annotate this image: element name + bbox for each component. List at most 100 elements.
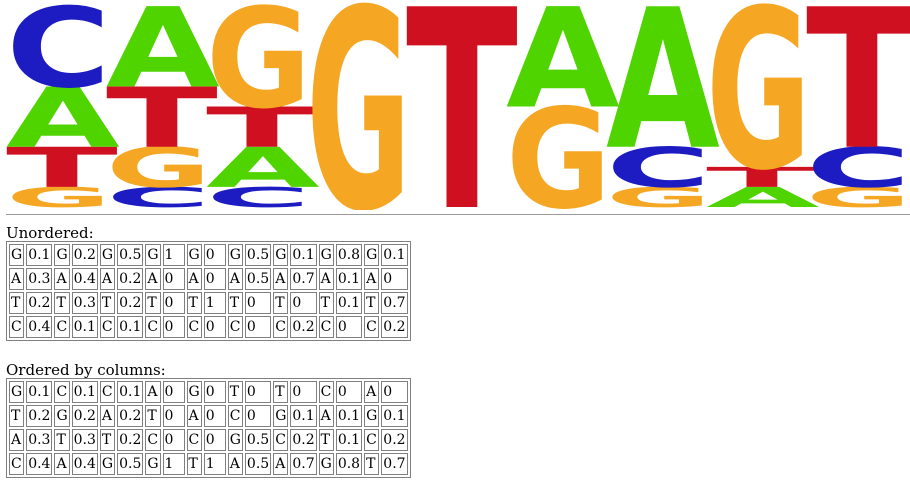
base-cell: G bbox=[364, 244, 380, 266]
base-cell: C bbox=[54, 381, 70, 403]
base-cell: A bbox=[145, 381, 161, 403]
probability-cell: 0.2 bbox=[26, 405, 53, 427]
probability-cell: 0.2 bbox=[290, 316, 317, 338]
logo-letter-G: G bbox=[306, 0, 411, 210]
unordered-matrix-row: G 0.1 G 0.2 G 0.5 G 1 G 0 G 0.5 G 0.1 G 0.8 G 0.1 bbox=[9, 244, 408, 266]
probability-cell: 0.1 bbox=[335, 292, 363, 314]
probability-cell: 0.2 bbox=[117, 268, 144, 290]
base-cell: A bbox=[227, 453, 243, 475]
logo-letter-G: G bbox=[706, 0, 811, 210]
probability-cell: 0.1 bbox=[71, 316, 98, 338]
base-cell: T bbox=[318, 292, 334, 314]
probability-cell: 0 bbox=[244, 316, 272, 338]
base-cell: T bbox=[227, 292, 243, 314]
probability-cell: 0.4 bbox=[26, 316, 53, 338]
logo-letter-T: T bbox=[806, 0, 910, 193]
probability-cell: 0.2 bbox=[290, 429, 317, 451]
probability-cell: 0 bbox=[244, 381, 272, 403]
ordered-matrix-row: T 0.2 G 0.2 A 0.2 T 0 A 0 C 0 G 0.1 A 0.1 G 0.1 bbox=[9, 405, 408, 427]
unordered-matrix-table: G 0.1 G 0.2 G 0.5 G 1 G 0 G 0.5 G 0.1 G 0.8 G 0.1 A 0.3 A 0.4… bbox=[6, 241, 411, 341]
probability-cell: 0.4 bbox=[71, 268, 98, 290]
base-cell: C bbox=[99, 381, 116, 403]
logo-letter-C: C bbox=[106, 182, 211, 210]
ordered-heading: Ordered by columns: bbox=[6, 361, 166, 379]
probability-cell: 0.8 bbox=[335, 453, 363, 475]
base-cell: C bbox=[227, 405, 243, 427]
base-cell: A bbox=[145, 268, 161, 290]
base-cell: G bbox=[99, 244, 116, 266]
base-cell: G bbox=[227, 244, 243, 266]
probability-cell: 0.2 bbox=[71, 244, 98, 266]
base-cell: C bbox=[364, 316, 380, 338]
base-cell: G bbox=[186, 244, 202, 266]
probability-cell: 0.3 bbox=[26, 429, 53, 451]
base-cell: G bbox=[318, 453, 334, 475]
logo-letter-A: A bbox=[706, 181, 820, 210]
probability-cell: 0.4 bbox=[26, 453, 53, 475]
probability-cell: 0 bbox=[381, 268, 408, 290]
base-cell: A bbox=[273, 268, 289, 290]
logo-letter-G: G bbox=[506, 81, 611, 210]
probability-cell: 0.1 bbox=[117, 381, 144, 403]
base-cell: A bbox=[99, 268, 116, 290]
probability-cell: 0.5 bbox=[244, 429, 272, 451]
probability-cell: 0.7 bbox=[290, 268, 317, 290]
probability-cell: 0.7 bbox=[290, 453, 317, 475]
base-cell: A bbox=[186, 268, 202, 290]
base-cell: T bbox=[273, 292, 289, 314]
probability-cell: 0.2 bbox=[117, 292, 144, 314]
probability-cell: 0.1 bbox=[117, 316, 144, 338]
base-cell: C bbox=[364, 429, 380, 451]
logo-letter-A: A bbox=[506, 0, 620, 139]
base-cell: G bbox=[145, 453, 161, 475]
unordered-heading: Unordered: bbox=[6, 224, 94, 242]
base-cell: A bbox=[364, 268, 380, 290]
probability-cell: 0 bbox=[203, 429, 226, 451]
probability-cell: 1 bbox=[203, 453, 226, 475]
probability-cell: 0.1 bbox=[71, 381, 98, 403]
logo-letter-G: G bbox=[606, 181, 711, 210]
base-cell: G bbox=[186, 381, 202, 403]
logo-letter-C: C bbox=[206, 182, 311, 210]
base-cell: G bbox=[54, 405, 70, 427]
horizontal-rule bbox=[6, 214, 910, 215]
base-cell: A bbox=[186, 405, 202, 427]
base-cell: T bbox=[145, 405, 161, 427]
probability-cell: 1 bbox=[162, 453, 185, 475]
probability-cell: 0.1 bbox=[335, 405, 363, 427]
probability-cell: 0.7 bbox=[381, 453, 408, 475]
base-cell: C bbox=[9, 316, 25, 338]
base-cell: G bbox=[273, 244, 289, 266]
probability-cell: 0.5 bbox=[244, 244, 272, 266]
probability-cell: 0.2 bbox=[381, 316, 408, 338]
probability-cell: 0.3 bbox=[71, 292, 98, 314]
probability-cell: 0.1 bbox=[290, 405, 317, 427]
base-cell: A bbox=[9, 429, 25, 451]
base-cell: C bbox=[273, 429, 289, 451]
probability-cell: 0 bbox=[244, 405, 272, 427]
probability-cell: 0.5 bbox=[117, 244, 144, 266]
probability-cell: 0 bbox=[203, 381, 226, 403]
probability-cell: 1 bbox=[162, 244, 185, 266]
probability-cell: 0.2 bbox=[26, 292, 53, 314]
base-cell: T bbox=[364, 453, 380, 475]
base-cell: T bbox=[273, 381, 289, 403]
probability-cell: 0.2 bbox=[117, 429, 144, 451]
logo-letter-T: T bbox=[206, 95, 318, 159]
base-cell: C bbox=[318, 381, 334, 403]
base-cell: C bbox=[145, 429, 161, 451]
base-cell: T bbox=[9, 405, 25, 427]
base-cell: C bbox=[99, 316, 116, 338]
base-cell: G bbox=[227, 429, 243, 451]
probability-cell: 0 bbox=[203, 316, 226, 338]
probability-cell: 0 bbox=[335, 316, 363, 338]
base-cell: A bbox=[318, 405, 334, 427]
probability-cell: 0 bbox=[162, 405, 185, 427]
base-cell: G bbox=[9, 381, 25, 403]
probability-cell: 0.8 bbox=[335, 244, 363, 266]
logo-letter-G: G bbox=[106, 136, 211, 200]
logo-letter-T: T bbox=[106, 70, 218, 166]
probability-cell: 0.2 bbox=[117, 405, 144, 427]
probability-cell: 0 bbox=[162, 268, 185, 290]
probability-cell: 0 bbox=[290, 381, 317, 403]
